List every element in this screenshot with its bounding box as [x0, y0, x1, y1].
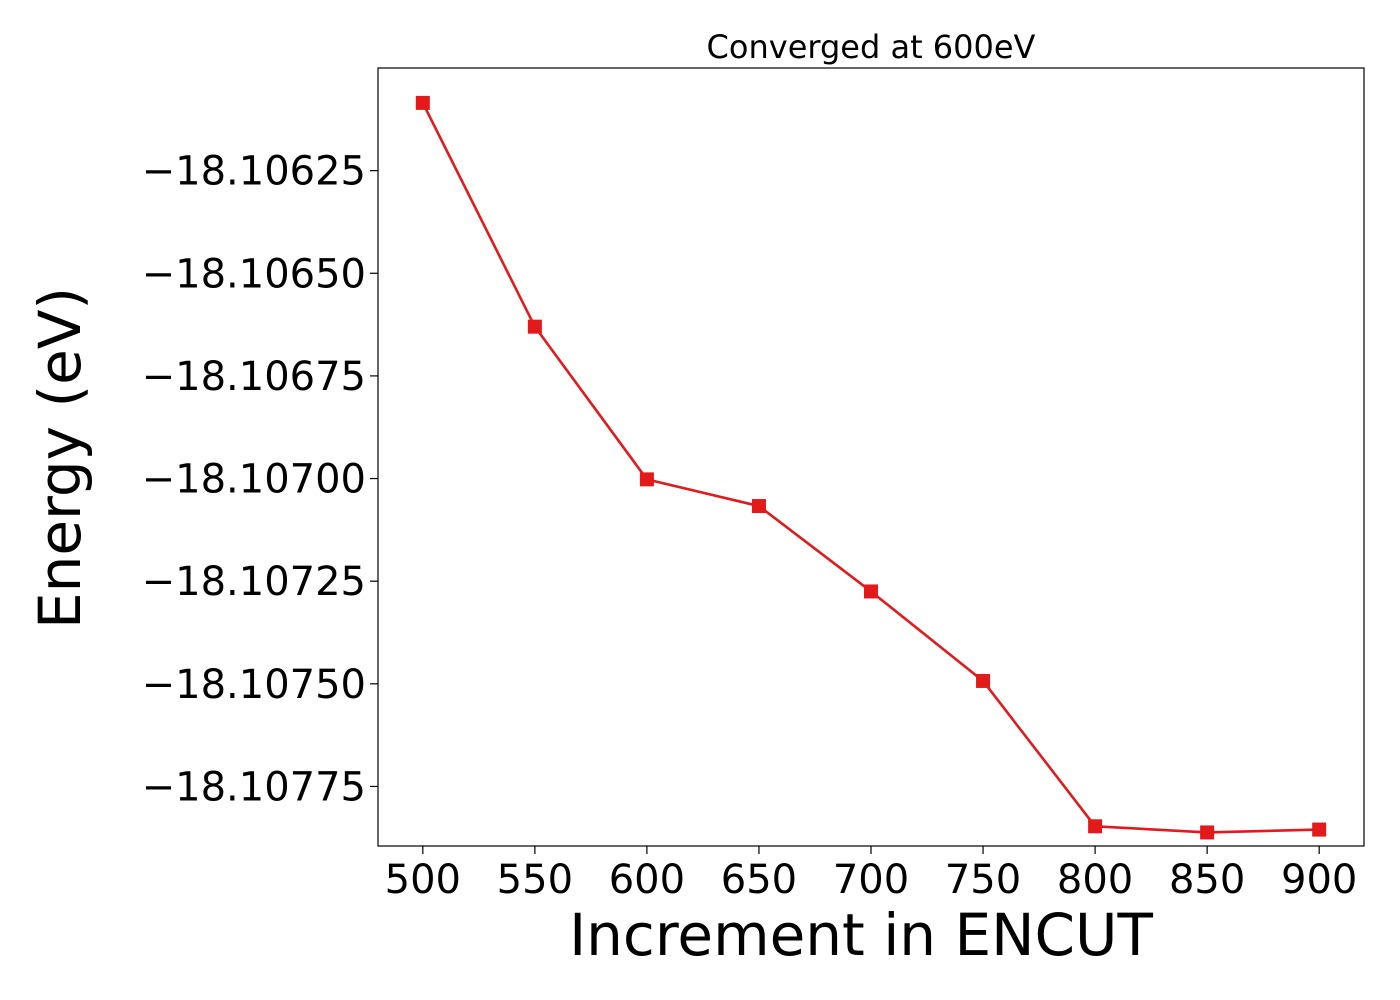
- plot-area-frame: [377, 67, 1365, 847]
- x-tick-label: 650: [721, 857, 797, 903]
- x-tick-label: 600: [609, 857, 685, 903]
- data-point-marker-650: [751, 499, 766, 514]
- x-tick-label: 900: [1281, 857, 1357, 903]
- x-tick-label: 800: [1057, 857, 1133, 903]
- y-tick-label: −18.10650: [142, 251, 366, 297]
- x-tick-label: 700: [833, 857, 909, 903]
- y-tick-label: −18.10750: [142, 662, 366, 708]
- x-tick-label: 500: [385, 857, 461, 903]
- data-point-marker-800: [1088, 819, 1103, 834]
- y-tick-label: −18.10725: [142, 559, 366, 605]
- energy-series-line: [421, 102, 1320, 834]
- energy-series-markers: [415, 95, 1327, 840]
- x-tick-label: 750: [945, 857, 1021, 903]
- data-point-marker-900: [1312, 822, 1327, 837]
- x-axis-label: Increment in ENCUT: [569, 901, 1153, 969]
- data-point-marker-550: [527, 319, 542, 334]
- data-point-marker-850: [1200, 825, 1215, 840]
- x-axis: 500 550 600 650 700 750 800 850 900: [385, 846, 1357, 903]
- data-point-marker-750: [976, 673, 991, 688]
- chart-title: Converged at 600eV: [707, 28, 1036, 66]
- y-tick-label: −18.10775: [142, 764, 366, 810]
- x-tick-label: 550: [497, 857, 573, 903]
- y-axis: −18.10625 −18.10650 −18.10675 −18.10700 −18.…: [142, 149, 378, 810]
- y-tick-label: −18.10625: [142, 149, 366, 195]
- y-tick-label: −18.10675: [142, 354, 366, 400]
- y-axis-label: Energy (eV): [26, 287, 94, 629]
- data-point-marker-600: [639, 472, 654, 487]
- data-point-marker-500: [415, 95, 430, 110]
- y-tick-label: −18.10700: [142, 457, 366, 503]
- x-tick-label: 850: [1169, 857, 1245, 903]
- data-point-marker-700: [864, 584, 878, 599]
